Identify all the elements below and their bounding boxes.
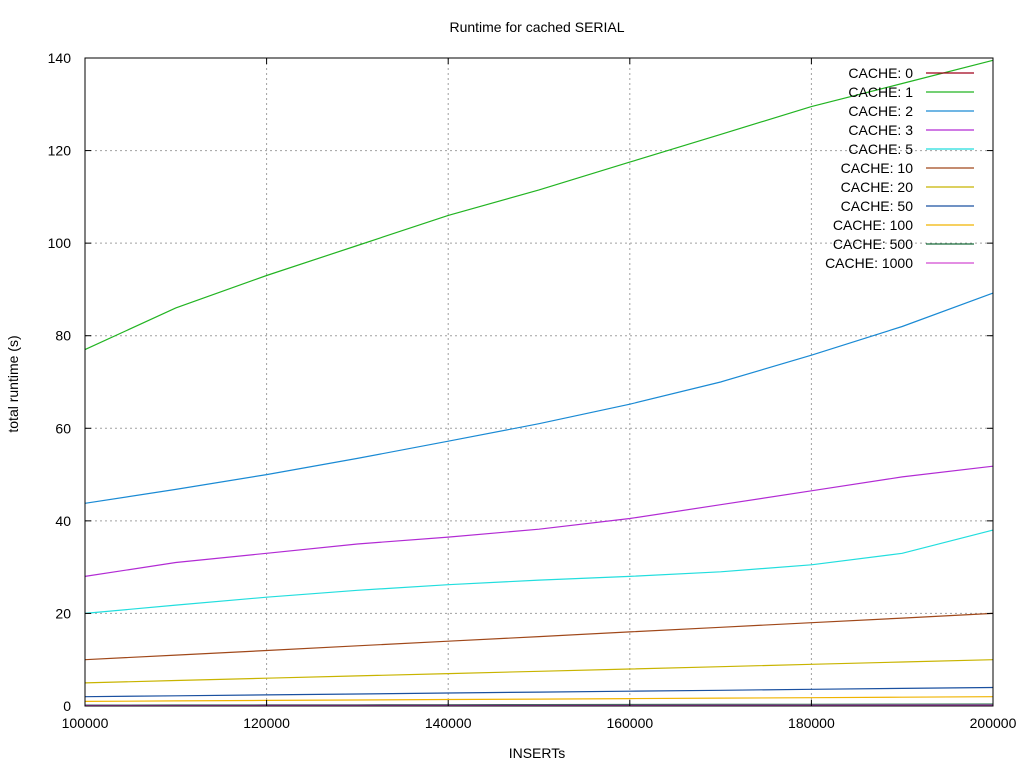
legend-label-cache-100: CACHE: 100 [833,217,913,233]
legend-label-cache-1: CACHE: 1 [848,84,913,100]
y-tick-label: 20 [55,605,71,621]
y-tick-label: 40 [55,513,71,529]
series-line-cache-5 [84,529,994,614]
legend-label-cache-0: CACHE: 0 [848,65,913,81]
series-line-cache-1 [84,59,994,351]
series-line-cache-100 [84,696,994,703]
x-tick-label: 120000 [243,715,290,731]
series-line-cache-2 [84,292,994,504]
x-tick-label: 100000 [62,715,109,731]
y-tick-label: 100 [48,235,72,251]
legend-label-cache-50: CACHE: 50 [841,198,914,214]
y-tick-label: 0 [63,698,71,714]
x-tick-label: 160000 [606,715,653,731]
y-tick-label: 120 [48,143,72,159]
chart-title: Runtime for cached SERIAL [449,19,624,35]
series-line-cache-10 [84,612,994,661]
plot-frame [84,57,994,707]
x-axis-label: INSERTs [509,745,566,761]
series-line-cache-20 [84,659,994,684]
legend-label-cache-500: CACHE: 500 [833,236,913,252]
y-axis-label: total runtime (s) [5,335,21,432]
legend-label-cache-3: CACHE: 3 [848,122,913,138]
series-line-cache-3 [84,465,994,577]
x-tick-label: 140000 [425,715,472,731]
y-tick-label: 60 [55,420,71,436]
x-tick-label: 180000 [788,715,835,731]
legend-label-cache-1000: CACHE: 1000 [825,255,913,271]
legend-label-cache-20: CACHE: 20 [841,179,914,195]
y-tick-label: 140 [48,50,72,66]
legend-label-cache-5: CACHE: 5 [848,141,913,157]
y-tick-label: 80 [55,328,71,344]
series-line-cache-50 [84,686,994,698]
legend: CACHE: 0 CACHE: 1 CACHE: 2 CACHE: 3 CACHE: 5… [825,65,974,271]
legend-label-cache-2: CACHE: 2 [848,103,913,119]
ticks: 100000 120000 140000 160000 180000 200000 0 20 4… [48,50,1017,731]
legend-label-cache-10: CACHE: 10 [841,160,914,176]
x-tick-label: 200000 [970,715,1017,731]
